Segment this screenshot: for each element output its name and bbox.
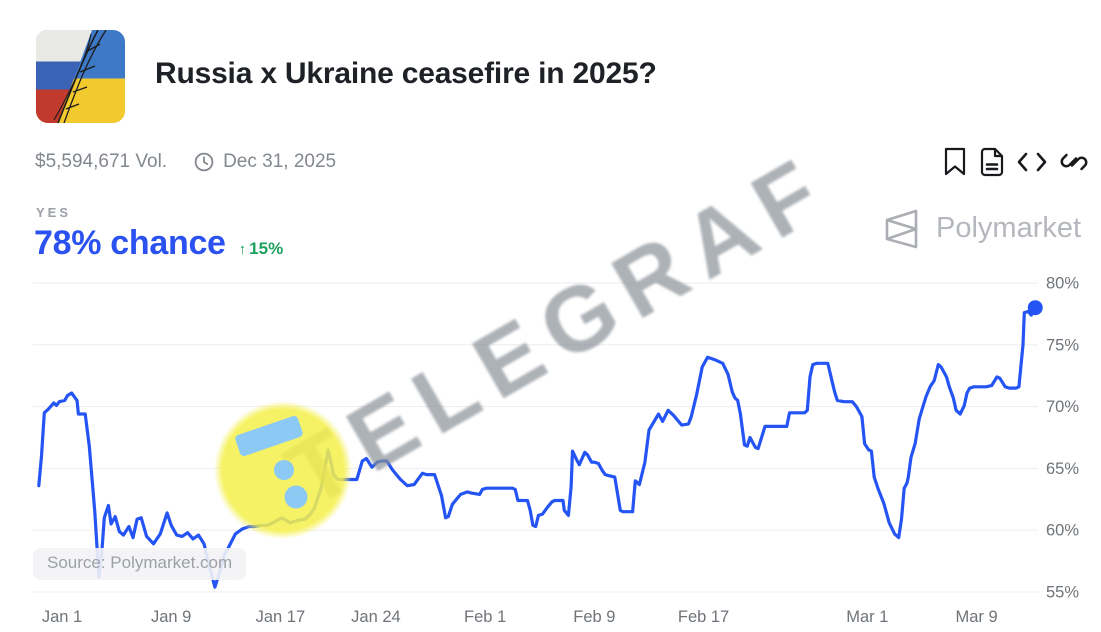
- market-image: [36, 30, 125, 123]
- y-tick-label: 70%: [1046, 398, 1079, 416]
- embed-code-button[interactable]: [1016, 146, 1048, 178]
- x-tick-label: Feb 9: [573, 608, 615, 626]
- clock-icon: [194, 152, 214, 172]
- x-tick-label: Feb 1: [464, 608, 506, 626]
- bookmark-icon: [944, 147, 966, 176]
- price-chart[interactable]: 80% 75% 70% 65% 60% 55% Jan 1 Jan 9 Jan 17 Jan 24…: [0, 270, 1101, 632]
- page-title: Russia x Ukraine ceasefire in 2025?: [155, 57, 657, 90]
- bookmark-button[interactable]: [939, 146, 971, 178]
- end-date-text: Dec 31, 2025: [223, 151, 337, 172]
- chance-value: 78% chance: [34, 224, 226, 262]
- volume-text: $5,594,671 Vol.: [35, 151, 168, 172]
- latest-price-dot: [1027, 300, 1043, 316]
- copy-link-icon: [1060, 153, 1088, 171]
- y-tick-label: 80%: [1046, 275, 1079, 293]
- article-icon: [980, 147, 1004, 177]
- up-arrow-icon: ↑: [238, 241, 247, 258]
- x-tick-label: Mar 1: [846, 608, 888, 626]
- polymarket-logo-icon: [885, 209, 918, 249]
- x-tick-label: Feb 17: [678, 608, 729, 626]
- chart-canvas: 80% 75% 70% 65% 60% 55% Jan 1 Jan 9 Jan 17 Jan 24…: [33, 275, 1079, 626]
- article-button[interactable]: [977, 146, 1009, 178]
- x-tick-label: Jan 17: [256, 608, 306, 626]
- y-tick-label: 60%: [1046, 522, 1079, 540]
- y-tick-label: 75%: [1046, 336, 1079, 354]
- change-badge: ↑ 15%: [239, 239, 284, 259]
- y-tick-label: 65%: [1046, 460, 1079, 478]
- x-tick-label: Jan 1: [42, 608, 82, 626]
- barbed-wire-icon: [53, 30, 107, 123]
- chance-row: 78% chance ↑ 15%: [34, 224, 283, 263]
- price-line: [37, 306, 1037, 589]
- embed-code-icon: [1017, 152, 1047, 172]
- change-value: 15%: [249, 239, 284, 258]
- x-tick-label: Jan 24: [351, 608, 401, 626]
- polymarket-watermark: Polymarket: [936, 212, 1082, 244]
- source-attribution: Source: Polymarket.com: [33, 548, 247, 580]
- copy-link-button[interactable]: [1058, 146, 1090, 178]
- x-tick-label: Mar 9: [955, 608, 997, 626]
- y-tick-label: 55%: [1046, 584, 1079, 602]
- x-tick-label: Jan 9: [151, 608, 191, 626]
- outcome-label: YES: [36, 205, 72, 220]
- market-meta-row: $5,594,671 Vol. Dec 31, 2025: [35, 151, 336, 173]
